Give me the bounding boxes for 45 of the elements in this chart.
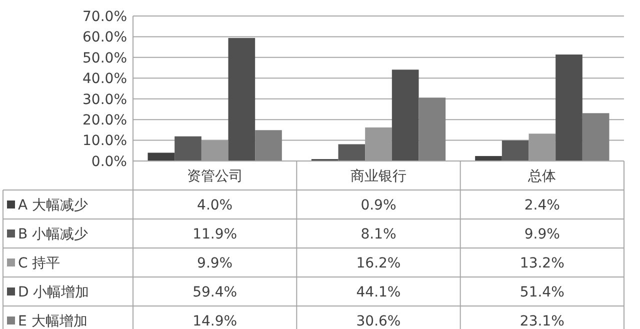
data-label: 23.1% [520, 313, 564, 329]
bar [201, 140, 228, 161]
x-tick-label: 商业银行 [350, 168, 406, 184]
bar [528, 134, 556, 161]
y-tick-label: 10.0% [82, 133, 127, 150]
y-tick-label: 30.0% [82, 92, 127, 108]
data-label: 30.6% [356, 313, 401, 329]
bar [392, 70, 419, 161]
data-label: 0.9% [360, 197, 396, 214]
y-tick-label: 70.0% [82, 8, 127, 25]
legend-label: B 小幅减少 [18, 226, 88, 242]
data-label: 14.9% [192, 313, 238, 329]
data-label: 8.1% [360, 226, 396, 242]
bar [365, 127, 392, 161]
bar [502, 140, 529, 161]
y-tick-label: 50.0% [82, 50, 127, 66]
data-label: 16.2% [356, 255, 401, 272]
bar [418, 98, 446, 161]
bar [255, 130, 282, 161]
bar [475, 156, 502, 161]
data-label: 13.2% [520, 255, 564, 272]
legend-label: A 大幅减少 [18, 197, 88, 214]
y-tick-label: 40.0% [82, 71, 127, 88]
bar [556, 54, 582, 161]
bar [228, 38, 256, 161]
bar [148, 152, 175, 161]
y-tick-label: 20.0% [82, 112, 127, 128]
data-label: 51.4% [520, 284, 564, 300]
data-label: 9.9% [197, 255, 233, 272]
bar [582, 113, 610, 161]
data-label: 59.4% [192, 284, 238, 300]
data-label: 9.9% [524, 226, 560, 242]
data-label: 2.4% [524, 197, 560, 214]
legend-label: E 大幅增加 [18, 313, 88, 329]
legend-label: D 小幅增加 [18, 284, 90, 300]
y-tick-label: 60.0% [82, 30, 127, 46]
x-tick-label: 资管公司 [186, 168, 243, 184]
y-tick-label: 0.0% [91, 154, 127, 170]
legend-label: C 持平 [18, 255, 60, 272]
x-tick-label: 总体 [527, 168, 556, 184]
data-label: 44.1% [356, 284, 401, 300]
data-label: 11.9% [192, 226, 238, 242]
bar [174, 136, 202, 161]
data-label: 4.0% [197, 197, 233, 214]
bar [338, 144, 366, 161]
